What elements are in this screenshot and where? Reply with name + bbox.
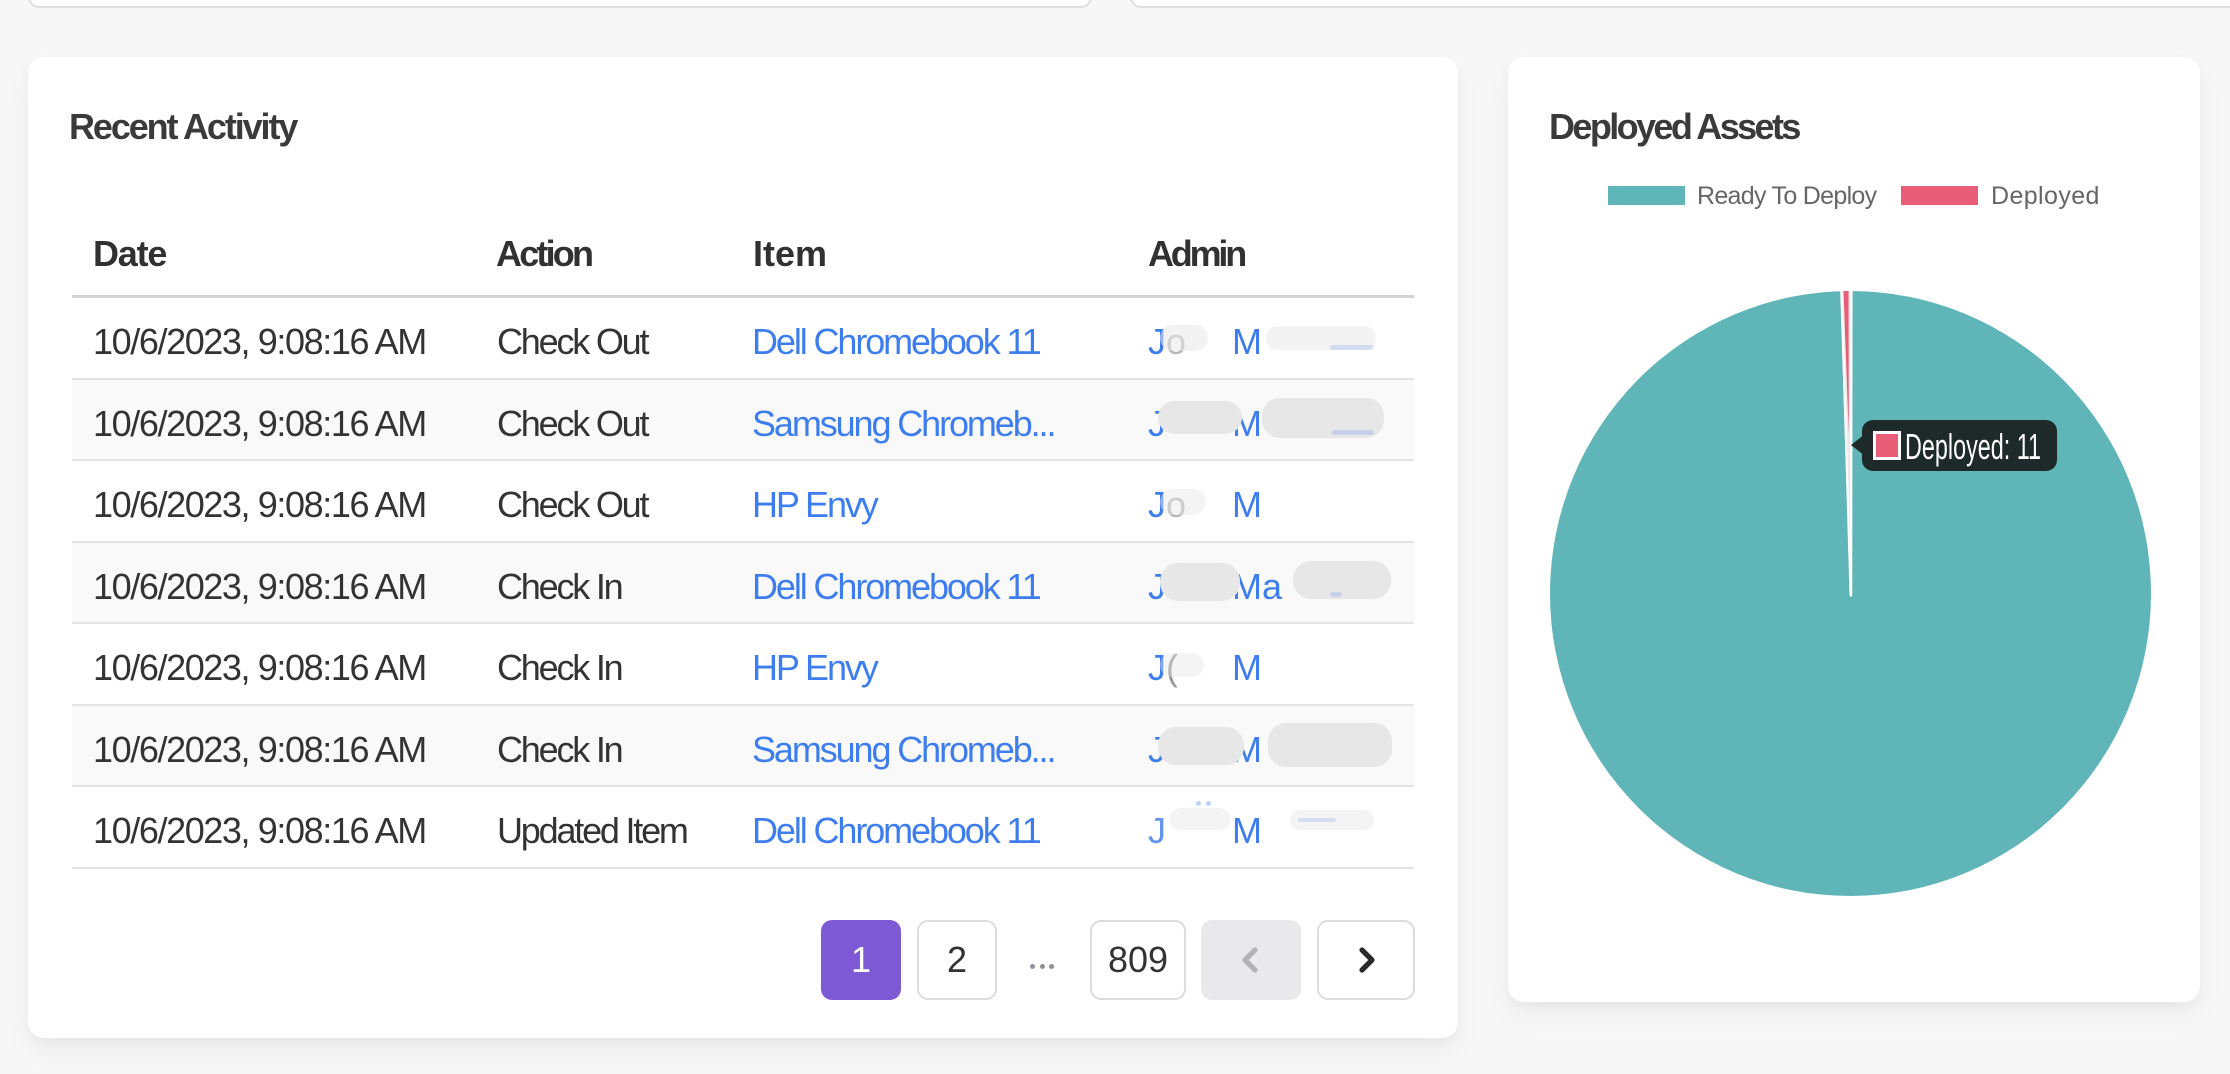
svg-text:Deployed: 11: Deployed: 11 <box>1905 426 2041 467</box>
